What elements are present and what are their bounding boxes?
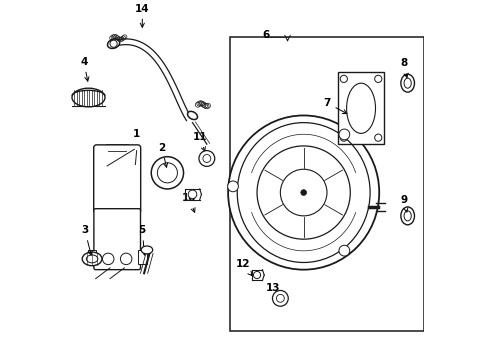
Bar (138, 250, 146, 264)
Text: 4: 4 (80, 57, 89, 81)
Ellipse shape (141, 246, 152, 254)
FancyBboxPatch shape (94, 145, 141, 213)
Text: 11: 11 (192, 132, 206, 151)
Text: 8: 8 (400, 58, 407, 78)
FancyBboxPatch shape (94, 209, 140, 270)
Ellipse shape (107, 39, 120, 49)
Circle shape (199, 150, 214, 166)
Bar (88, 250, 96, 264)
Text: 10: 10 (182, 193, 196, 212)
Circle shape (338, 245, 349, 256)
Ellipse shape (72, 88, 105, 107)
Ellipse shape (227, 116, 379, 270)
Text: 1: 1 (133, 129, 140, 139)
Text: 2: 2 (158, 143, 167, 167)
Circle shape (338, 129, 349, 140)
Circle shape (227, 181, 238, 192)
Bar (230, 37, 423, 330)
Text: 12: 12 (235, 259, 252, 276)
Text: 3: 3 (81, 225, 92, 255)
Circle shape (253, 271, 260, 279)
Text: 6: 6 (262, 30, 269, 40)
Circle shape (340, 134, 346, 141)
Circle shape (340, 75, 346, 82)
Text: 7: 7 (323, 98, 346, 114)
Circle shape (188, 190, 196, 199)
Ellipse shape (400, 207, 414, 225)
Circle shape (272, 291, 287, 306)
Bar (337, 72, 384, 144)
Ellipse shape (280, 169, 326, 216)
Circle shape (374, 134, 381, 141)
Ellipse shape (187, 111, 197, 120)
Text: 14: 14 (135, 4, 149, 27)
Text: 13: 13 (265, 283, 280, 299)
Ellipse shape (257, 146, 349, 239)
Text: 9: 9 (400, 195, 407, 212)
Ellipse shape (400, 74, 414, 92)
Circle shape (300, 190, 306, 195)
Text: 5: 5 (139, 225, 146, 255)
Circle shape (120, 253, 132, 265)
Circle shape (374, 75, 381, 82)
Circle shape (102, 253, 114, 265)
Ellipse shape (82, 252, 102, 266)
